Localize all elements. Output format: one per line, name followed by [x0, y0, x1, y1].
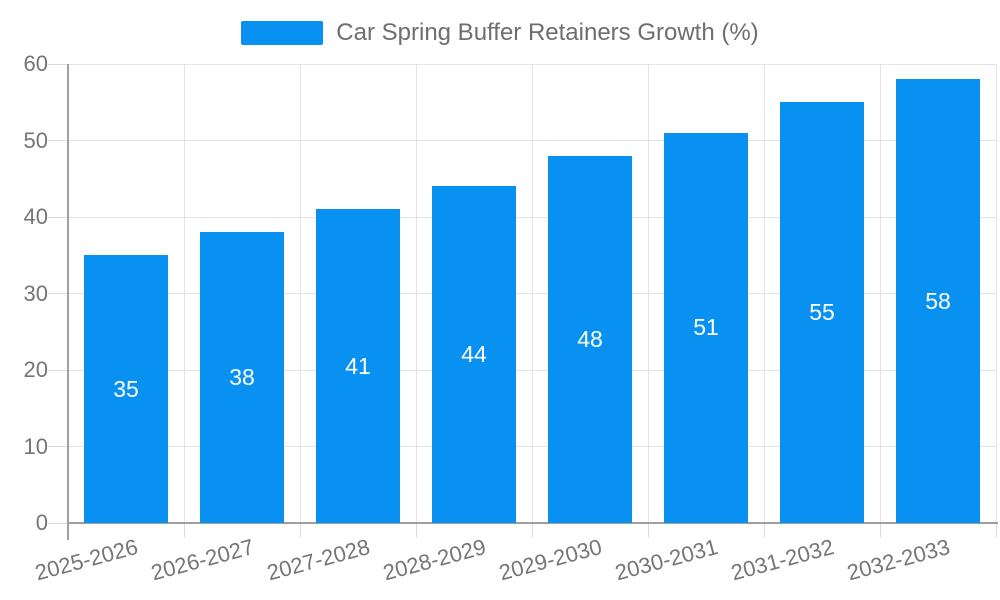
x-axis-tick — [531, 523, 533, 537]
gridline-vertical — [647, 64, 649, 523]
x-axis-tick — [183, 523, 185, 537]
gridline-vertical — [183, 64, 185, 523]
x-axis-tick — [647, 523, 649, 537]
y-axis-tick — [48, 369, 68, 371]
legend[interactable]: Car Spring Buffer Retainers Growth (%) — [0, 19, 1000, 47]
bar-2029-2030[interactable]: 48 — [548, 155, 632, 523]
y-axis-label: 40 — [23, 204, 48, 229]
y-axis-label: 10 — [23, 433, 48, 459]
y-axis-label: 30 — [23, 280, 48, 306]
y-axis-tick — [48, 446, 68, 447]
legend-swatch[interactable] — [241, 21, 324, 45]
x-axis-line — [68, 522, 998, 524]
bar-value-label: 48 — [577, 325, 603, 352]
bar-value-label: 55 — [809, 299, 835, 326]
bar-2028-2029[interactable]: 44 — [432, 186, 516, 523]
bar-2030-2031[interactable]: 51 — [664, 132, 748, 523]
gridline-vertical — [415, 64, 417, 523]
bar-value-label: 44 — [461, 341, 487, 368]
y-axis-line — [67, 64, 69, 540]
y-axis-label: 20 — [23, 357, 48, 382]
y-axis-tick — [48, 522, 68, 524]
x-axis-tick — [763, 523, 765, 537]
y-axis-label: 50 — [23, 127, 48, 153]
bar-value-label: 41 — [345, 352, 371, 379]
x-axis-tick — [995, 523, 997, 537]
gridline-vertical — [763, 64, 765, 523]
gridline-vertical — [995, 64, 997, 523]
bar-value-label: 38 — [229, 364, 255, 391]
bar-2032-2033[interactable]: 58 — [896, 79, 980, 523]
bar-2031-2032[interactable]: 55 — [780, 102, 864, 523]
bar-2026-2027[interactable]: 38 — [200, 232, 284, 523]
bar-2025-2026[interactable]: 35 — [84, 255, 168, 523]
x-axis-tick — [299, 523, 301, 537]
gridline-vertical — [531, 64, 533, 523]
y-axis-label: 60 — [23, 51, 48, 76]
legend-label: Car Spring Buffer Retainers Growth (%) — [336, 19, 759, 46]
y-axis-tick — [48, 63, 68, 65]
gridline-vertical — [299, 64, 301, 523]
bar-2027-2028[interactable]: 41 — [316, 209, 400, 523]
gridline-vertical — [879, 64, 881, 523]
y-axis-tick — [48, 293, 68, 294]
y-axis-tick — [48, 216, 68, 218]
x-axis-tick — [879, 523, 881, 537]
x-axis-tick — [415, 523, 417, 537]
y-axis-label: 0 — [35, 510, 48, 535]
bar-value-label: 35 — [113, 375, 139, 402]
bar-value-label: 58 — [925, 287, 951, 314]
bar-value-label: 51 — [693, 314, 719, 341]
y-axis-tick — [48, 140, 68, 141]
